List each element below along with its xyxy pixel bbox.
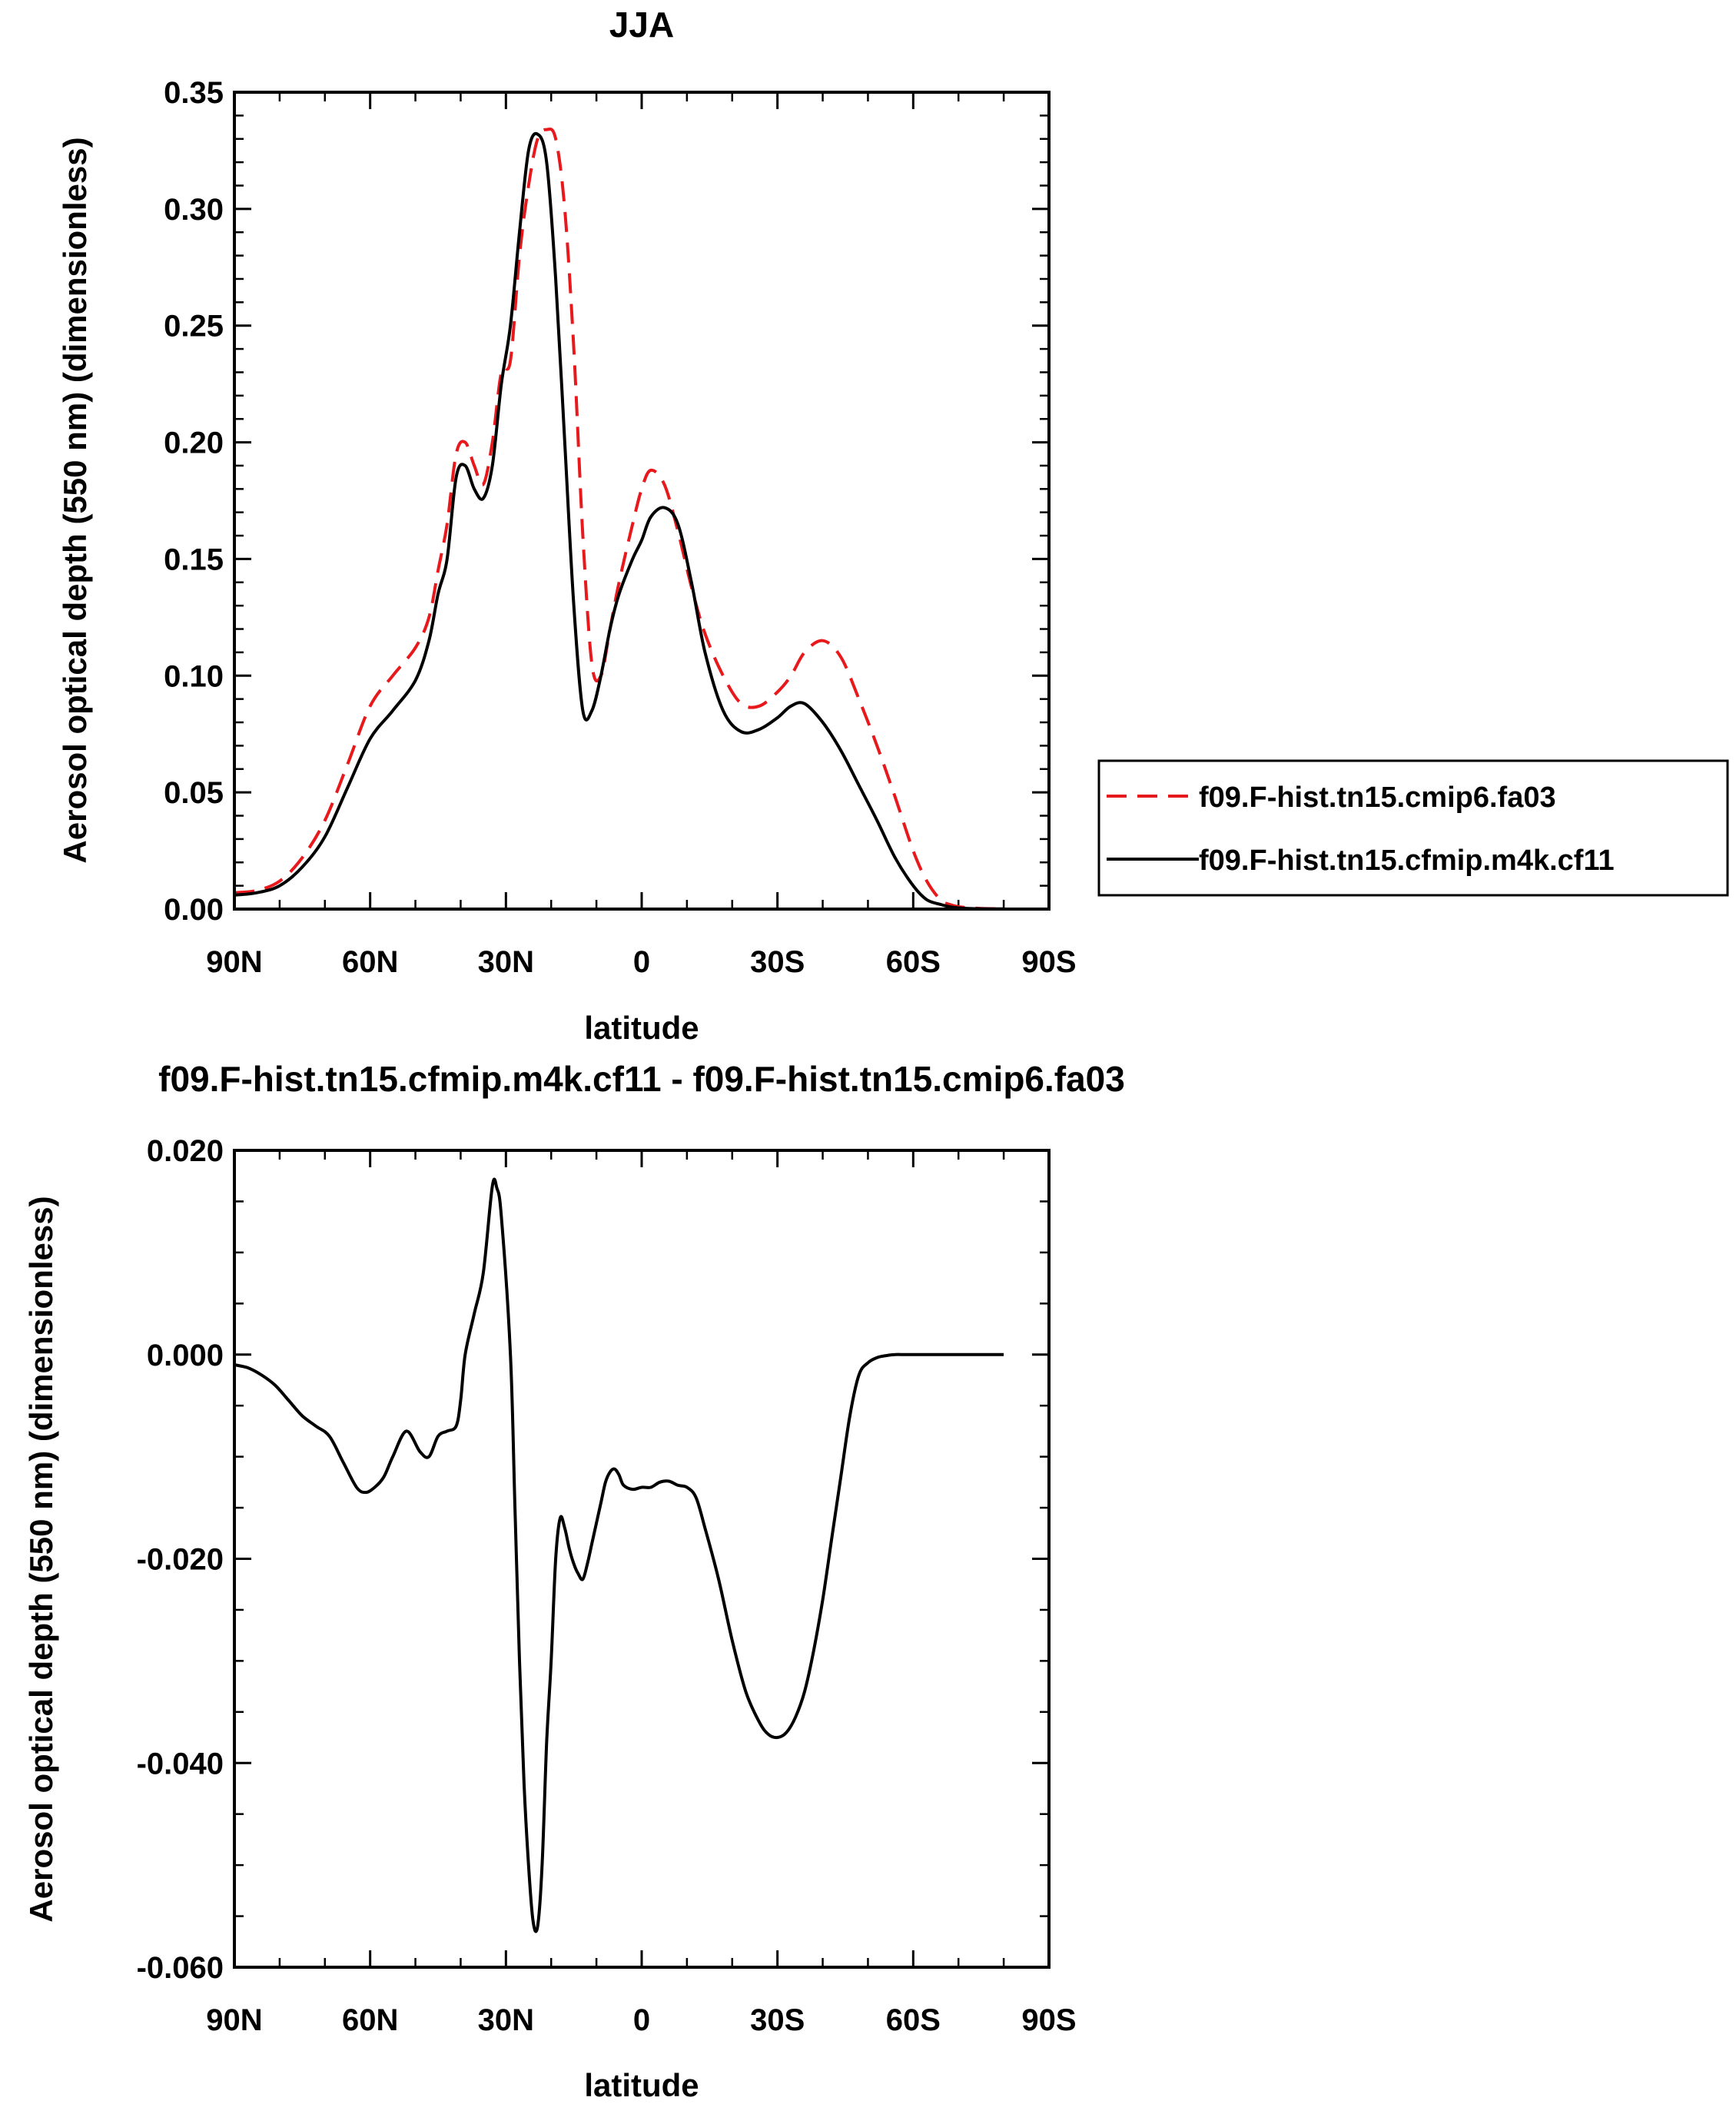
y-tick-label: 0.020 — [147, 1134, 224, 1168]
legend-box — [1097, 759, 1729, 897]
x-tick-label: 60S — [886, 2003, 941, 2037]
x-tick-label: 60N — [342, 2003, 398, 2037]
series-line-1 — [234, 127, 1004, 911]
x-tick-label: 90S — [1021, 945, 1076, 979]
y-tick-label: -0.040 — [137, 1747, 224, 1780]
tick-marks — [233, 91, 1051, 911]
x-tick-label: 30N — [478, 2003, 534, 2037]
panel-title: JJA — [609, 5, 674, 45]
plot-frame — [233, 1149, 1051, 1969]
y-tick-label: 0.000 — [147, 1339, 224, 1372]
y-tick-label: 0.00 — [164, 893, 224, 927]
series-lines — [234, 127, 1004, 911]
series-line-2 — [234, 131, 1004, 911]
y-tick-label: -0.020 — [137, 1543, 224, 1577]
x-tick-label: 90N — [206, 2003, 262, 2037]
y-tick-labels: -0.060 -0.040 -0.020 0.000 0.020 — [137, 1134, 224, 1985]
x-tick-label: 60S — [886, 945, 941, 979]
series-lines — [234, 1177, 1004, 1933]
y-tick-label: 0.10 — [164, 659, 224, 693]
y-tick-label: 0.20 — [164, 426, 224, 460]
legend-entry-series-1: f09.F-hist.tn15.cmip6.fa03 — [1199, 782, 1556, 814]
y-tick-labels: 0.00 0.05 0.10 0.15 0.20 0.25 0.30 0.35 — [164, 76, 224, 927]
y-tick-label: -0.060 — [137, 1951, 224, 1985]
y-tick-label: 0.15 — [164, 543, 224, 576]
x-tick-label: 30S — [750, 945, 805, 979]
x-tick-label: 30S — [750, 2003, 805, 2037]
y-axis-label: Aerosol optical depth (550 nm) (dimensio… — [57, 137, 93, 863]
x-axis-label: latitude — [584, 2067, 699, 2103]
tick-marks — [233, 1149, 1051, 1969]
aod-zonal-mean-panel: JJA 0.00 0.05 0.10 0.15 0.20 0.25 0.30 0.35 90N… — [57, 5, 1729, 1046]
y-tick-label: 0.25 — [164, 310, 224, 343]
x-axis-label: latitude — [584, 1010, 699, 1046]
x-tick-label: 0 — [633, 2003, 650, 2037]
plot-frame — [233, 91, 1051, 911]
panel-title: f09.F-hist.tn15.cfmip.m4k.cf11 - f09.F-h… — [158, 1059, 1125, 1099]
aod-difference-panel: f09.F-hist.tn15.cfmip.m4k.cf11 - f09.F-h… — [23, 1059, 1125, 2103]
x-tick-label: 90S — [1021, 2003, 1076, 2037]
x-tick-label: 60N — [342, 945, 398, 979]
y-axis-label: Aerosol optical depth (550 nm) (dimensio… — [23, 1196, 59, 1922]
x-tick-labels: 90N 60N 30N 0 30S 60S 90S — [206, 945, 1076, 979]
series-line-1 — [234, 1177, 1004, 1933]
x-tick-labels: 90N 60N 30N 0 30S 60S 90S — [206, 2003, 1076, 2037]
x-tick-label: 90N — [206, 945, 262, 979]
legend: f09.F-hist.tn15.cmip6.fa03 f09.F-hist.tn… — [1097, 759, 1729, 897]
x-tick-label: 30N — [478, 945, 534, 979]
y-tick-label: 0.35 — [164, 76, 224, 110]
y-tick-label: 0.30 — [164, 193, 224, 227]
y-tick-label: 0.05 — [164, 776, 224, 810]
legend-entry-series-2: f09.F-hist.tn15.cfmip.m4k.cf11 — [1199, 845, 1615, 877]
x-tick-label: 0 — [633, 945, 650, 979]
